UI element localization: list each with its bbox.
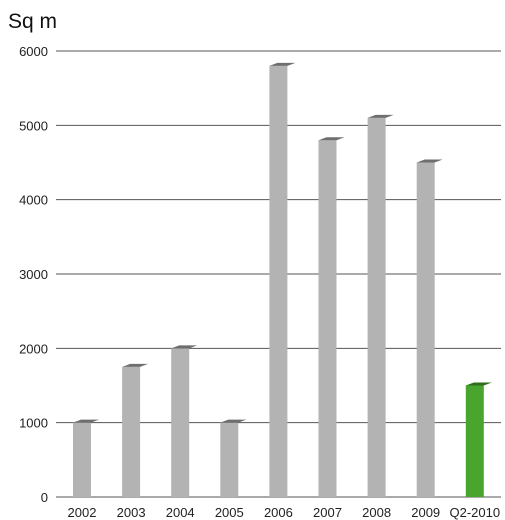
bar-Q2-2010: [465, 382, 492, 497]
bar-body: [416, 162, 435, 497]
y-tick-label: 6000: [19, 44, 48, 59]
x-tick-labels: 2002 2003 2004 2005 2006 2007 2008 2009 Q2-2010: [68, 505, 501, 520]
bar-2006: [269, 62, 296, 497]
x-tick-label: Q2-2010: [450, 505, 501, 520]
bar-cap: [171, 345, 198, 349]
y-tick-label: 1000: [19, 416, 48, 431]
bars: [73, 62, 492, 498]
bar-cap: [220, 419, 247, 423]
x-tick-label: 2005: [215, 505, 244, 520]
bar-body: [318, 140, 337, 497]
bar-body: [367, 117, 386, 498]
bar-body: [220, 422, 239, 497]
x-tick-label: 2008: [362, 505, 391, 520]
bar-cap: [122, 363, 149, 367]
bar-body: [73, 422, 91, 497]
y-tick-label: 3000: [19, 267, 48, 282]
bar-2005: [220, 419, 247, 497]
bar-2004: [171, 345, 198, 497]
bar-body: [122, 366, 141, 497]
bar-body: [171, 348, 190, 497]
y-tick-labels: 0 1000 2000 3000 4000 5000 6000: [19, 44, 48, 505]
x-tick-label: 2009: [411, 505, 440, 520]
y-tick-label: 4000: [19, 193, 48, 208]
x-tick-label: 2003: [117, 505, 146, 520]
y-axis-unit-label: Sq m: [8, 10, 58, 33]
x-tick-label: 2007: [313, 505, 342, 520]
bar-cap: [465, 382, 492, 386]
x-tick-label: 2002: [68, 505, 97, 520]
bar-cap: [73, 419, 99, 423]
y-tick-label: 2000: [19, 341, 48, 356]
bar-2003: [122, 363, 149, 497]
x-tick-label: 2006: [264, 505, 293, 520]
bar-cap: [416, 159, 443, 163]
bar-cap: [367, 114, 394, 118]
bar-2009: [416, 159, 443, 497]
x-tick-label: 2004: [166, 505, 195, 520]
bar-2008: [367, 114, 394, 498]
bar-body: [269, 65, 288, 497]
bar-2007: [318, 137, 345, 497]
y-tick-label: 5000: [19, 118, 48, 133]
bar-cap: [318, 137, 345, 141]
y-tick-label: 0: [41, 490, 48, 505]
bar-2002: [73, 419, 99, 497]
bar-body: [465, 385, 484, 497]
bar-cap: [269, 62, 296, 66]
